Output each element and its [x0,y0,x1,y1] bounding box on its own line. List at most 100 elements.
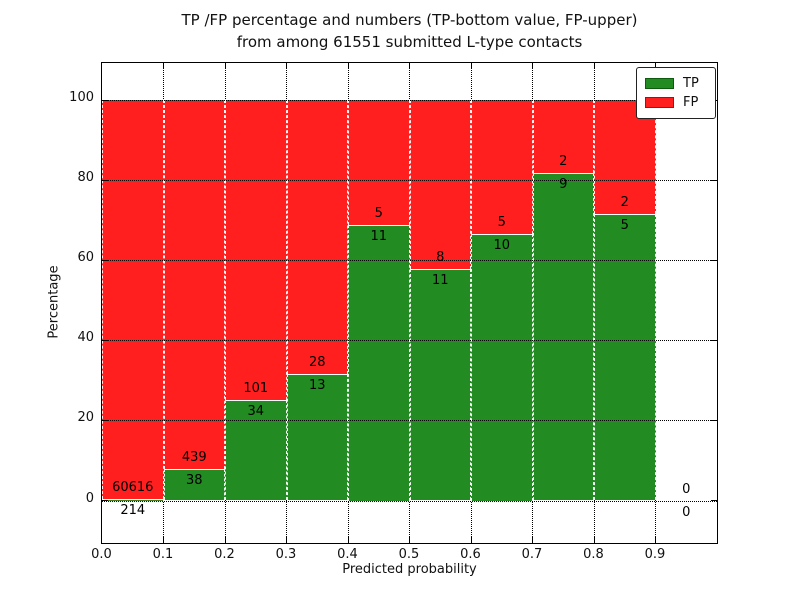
x-tick-label: 0.6 [460,547,481,562]
legend-label-fp: FP [683,95,699,110]
tp-count-label: 13 [308,377,326,393]
chart-title: TP /FP percentage and numbers (TP-bottom… [101,9,718,53]
fp-count-label: 28 [308,354,326,370]
tp-count-label: 0 [682,504,691,520]
x-axis-tick [655,537,656,543]
x-axis-tick [347,537,349,543]
x-axis-tick [532,537,533,543]
fp-count-label: 5 [497,214,506,230]
fp-swatch-icon [645,97,674,108]
y-gridline [102,180,717,182]
x-axis-tick [286,537,287,543]
x-axis-label: Predicted probability [342,562,477,577]
y-axis-label: Percentage [46,265,62,339]
x-tick-label: 0.5 [398,547,420,562]
legend: TP FP [636,67,716,119]
x-axis-tick [347,63,349,69]
x-axis-tick [532,63,533,69]
y-axis-tick [102,99,108,101]
fp-count-label: 60616 [112,480,154,496]
tp-bar-segment [102,499,164,501]
tp-bar-segment [286,373,348,501]
tp-bar-segment [348,225,410,501]
fp-count-label: 2 [559,153,568,169]
plot-area: 60616 214 439 38 101 34 28 13 5 11 8 11 5 10 2 9 2 5 0 0 [101,62,718,544]
y-gridline [102,420,717,422]
x-axis-tick [224,63,226,69]
tp-bar-segment [594,214,656,501]
tp-count-label: 10 [493,237,511,253]
y-axis-tick [102,339,108,341]
x-tick-label: 0.4 [337,547,358,562]
y-tick-label: 20 [77,410,94,426]
fp-bar-segment [532,100,594,173]
y-axis-tick [711,179,717,181]
legend-label-tp: TP [683,76,699,91]
fp-bar-segment [348,100,410,226]
tp-bar-segment [409,268,471,501]
y-axis-tick [711,339,717,341]
y-gridline [102,260,717,262]
tp-bar-segment [471,233,533,501]
y-axis-tick [711,419,717,421]
fp-bar-segment [102,100,164,500]
tp-count-label: 34 [247,403,265,419]
y-tick-label: 0 [85,490,94,506]
fp-bar-segment [471,100,533,234]
chart-title-line1: TP /FP percentage and numbers (TP-bottom… [181,11,638,29]
fp-bar-segment [163,100,225,469]
x-tick-label: 0.8 [583,547,604,562]
x-axis-tick [593,537,595,543]
legend-item-tp: TP [645,74,707,93]
y-tick-label: 80 [77,170,94,186]
fp-count-label: 0 [682,481,691,497]
y-tick-label: 60 [77,250,94,266]
x-axis-tick [470,537,472,543]
x-gridline [655,63,656,543]
fp-bar-segment [409,100,471,269]
tp-count-label: 11 [370,229,388,245]
fp-count-label: 5 [374,206,383,222]
x-axis-tick [163,537,164,543]
y-gridline [102,100,717,101]
tp-count-label: 5 [620,218,629,234]
x-tick-label: 0.0 [91,547,112,562]
fp-count-label: 101 [243,380,269,396]
x-axis-tick [409,63,410,69]
legend-item-fp: FP [645,93,707,112]
y-axis-tick [711,259,717,261]
tp-count-label: 11 [431,272,449,288]
x-tick-label: 0.1 [152,547,174,562]
chart-title-line2: from among 61551 submitted L-type contac… [236,33,583,51]
x-axis-tick [224,537,226,543]
y-gridline [102,500,717,502]
y-tick-label: 40 [77,330,94,346]
y-tick-label: 100 [69,90,94,105]
y-axis-tick [102,419,108,421]
x-axis-tick [286,63,287,69]
x-axis-tick [409,537,410,543]
y-axis-tick [102,500,108,501]
y-gridline [102,340,717,342]
tp-count-label: 38 [185,472,203,488]
y-axis-tick [102,259,108,261]
tp-swatch-icon [645,78,674,89]
fp-bar-segment [594,100,656,215]
x-axis-tick [470,63,472,69]
y-axis-tick [711,500,717,501]
x-tick-label: 0.7 [521,547,543,562]
x-tick-label: 0.2 [214,547,235,562]
fp-count-label: 439 [181,449,207,465]
fp-count-label: 2 [620,195,629,211]
tp-count-label: 214 [120,503,146,519]
tp-count-label: 9 [559,176,568,192]
y-axis-tick [102,179,108,181]
tp-bar-segment [532,172,594,501]
fp-bar-segment [225,100,287,400]
x-tick-label: 0.3 [275,547,297,562]
x-tick-label: 0.9 [644,547,666,562]
x-axis-tick [593,63,595,69]
x-axis-tick [163,63,164,69]
x-axis-tick [655,63,656,69]
